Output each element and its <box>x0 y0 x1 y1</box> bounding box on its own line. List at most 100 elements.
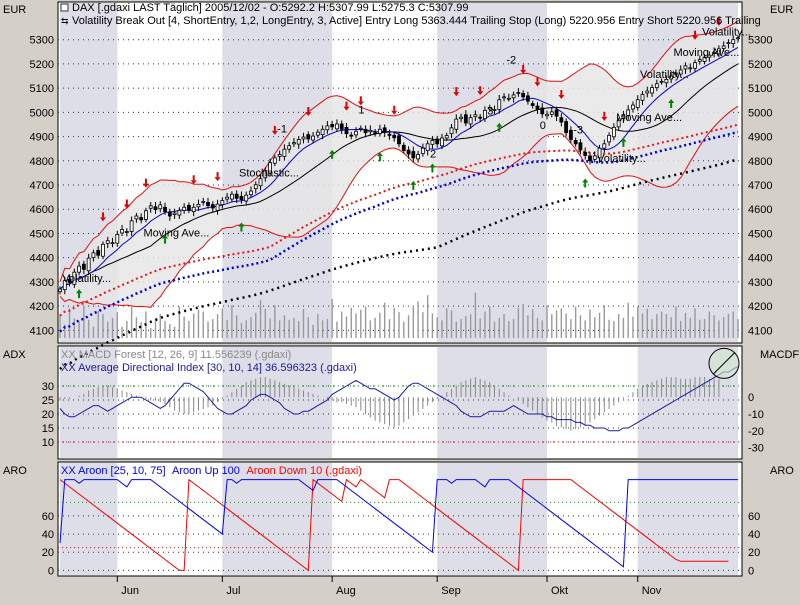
short-signal-icon <box>453 92 460 97</box>
aroon-plot <box>58 478 742 572</box>
long-signal-icon <box>238 222 245 227</box>
candle-body <box>521 93 526 98</box>
candle-body <box>296 139 301 145</box>
candle-body <box>669 75 674 80</box>
aroon-tick-left: 0 <box>48 565 54 577</box>
candle-body <box>144 210 148 220</box>
candle-body <box>540 107 545 115</box>
candle-body <box>368 129 373 133</box>
signal-annotation: Moving Ave... <box>673 47 739 59</box>
candle-body <box>253 184 258 190</box>
price-unit-left: EUR <box>3 4 26 16</box>
candle-body <box>650 87 654 94</box>
price-tick-right: 5100 <box>748 83 772 95</box>
candle-body <box>454 118 459 130</box>
candle-body <box>167 211 172 217</box>
candle-body <box>497 99 502 110</box>
month-stripe <box>437 347 548 458</box>
signal-highlight-slash <box>712 352 736 375</box>
candle-body <box>344 126 349 135</box>
candle-body <box>568 129 573 140</box>
price-tick-left: 4900 <box>30 132 54 144</box>
price-tick-right: 4500 <box>748 228 772 240</box>
adx-label-left: ADX <box>3 349 26 361</box>
candle-body <box>697 59 702 62</box>
short-signal-icon <box>477 91 484 96</box>
candle-body <box>406 149 411 155</box>
aroon-tick-right: 40 <box>748 529 760 541</box>
signal-annotation: Volatility... <box>640 69 689 81</box>
price-tick-left: 4200 <box>30 301 54 313</box>
price-tick-left: 5300 <box>30 35 54 47</box>
candle-body <box>172 212 177 215</box>
long-signal-icon <box>329 149 336 154</box>
price-tick-right: 4100 <box>748 325 772 337</box>
signal-annotation: Stochastic... <box>239 168 299 180</box>
candle-body <box>731 39 736 44</box>
price-tick-right: 4400 <box>748 253 772 265</box>
signal-annotation: -1 <box>277 123 287 135</box>
price-tick-right: 4800 <box>748 156 772 168</box>
candle-body <box>693 62 697 69</box>
short-signal-icon <box>692 35 699 40</box>
macd-legend: XX MACD Forest [12, 26, 9] 11.556239 (.g… <box>61 349 291 361</box>
signal-annotation: -3 <box>573 125 583 137</box>
candle-body <box>621 114 626 119</box>
candle-body <box>397 135 401 145</box>
short-signal-icon <box>271 130 278 135</box>
macd-tick-right: -20 <box>748 426 764 438</box>
candle-body <box>215 203 220 211</box>
price-tick-left: 4500 <box>30 228 54 240</box>
candle-body <box>258 178 263 187</box>
short-signal-icon <box>190 180 197 185</box>
adx-tick-left: 15 <box>42 423 54 435</box>
candle-body <box>153 206 158 211</box>
candle-body <box>736 37 740 40</box>
price-tick-left: 4400 <box>30 253 54 265</box>
candle-body <box>430 140 435 145</box>
bollinger-upper <box>59 21 739 283</box>
price-tick-right: 5300 <box>748 35 772 47</box>
price-tick-left: 5000 <box>30 107 54 119</box>
candle-body <box>191 206 196 213</box>
aroon-tick-left: 60 <box>42 511 54 523</box>
candle-body <box>210 204 215 209</box>
price-tick-left: 5200 <box>30 59 54 71</box>
candle-body <box>120 229 124 234</box>
candle-body <box>449 127 454 135</box>
square-checkbox-icon[interactable] <box>60 3 69 12</box>
ma-black-dotted <box>59 158 739 370</box>
candle-body <box>387 133 392 136</box>
short-signal-icon <box>715 21 722 26</box>
long-signal-icon <box>162 234 169 239</box>
candle-body <box>511 94 516 99</box>
aroon-legend-up: Aroon Up 100 <box>172 465 240 477</box>
month-stripe <box>637 463 738 575</box>
candle-body <box>530 103 535 106</box>
candle-body <box>707 54 712 58</box>
long-signal-icon <box>496 122 503 127</box>
adx-tick-left: 25 <box>42 395 54 407</box>
adx-tick-left: 10 <box>42 437 54 449</box>
candle-body <box>678 69 683 75</box>
adx-legend: XX Average Directional Index [30, 10, 14… <box>61 362 357 374</box>
candle-body <box>626 109 631 117</box>
long-signal-icon <box>376 152 383 157</box>
aroon-legend-name: XX Aroon [25, 10, 75] <box>61 465 166 477</box>
candle-body <box>411 151 416 159</box>
candle-body <box>435 138 440 145</box>
candle-body <box>148 205 153 209</box>
signal-annotation: 1 <box>358 104 364 116</box>
adx-panel[interactable] <box>57 345 743 460</box>
long-signal-icon <box>410 180 417 185</box>
candle-body <box>459 116 463 120</box>
long-signal-icon <box>76 289 83 294</box>
candle-body <box>492 109 497 111</box>
candle-body <box>158 204 163 210</box>
x-tick-label: Jul <box>226 585 240 597</box>
candle-body <box>91 252 96 259</box>
price-tick-right: 4700 <box>748 180 772 192</box>
candle-body <box>420 147 425 154</box>
candle-body <box>473 114 478 118</box>
candle-body <box>654 83 659 89</box>
